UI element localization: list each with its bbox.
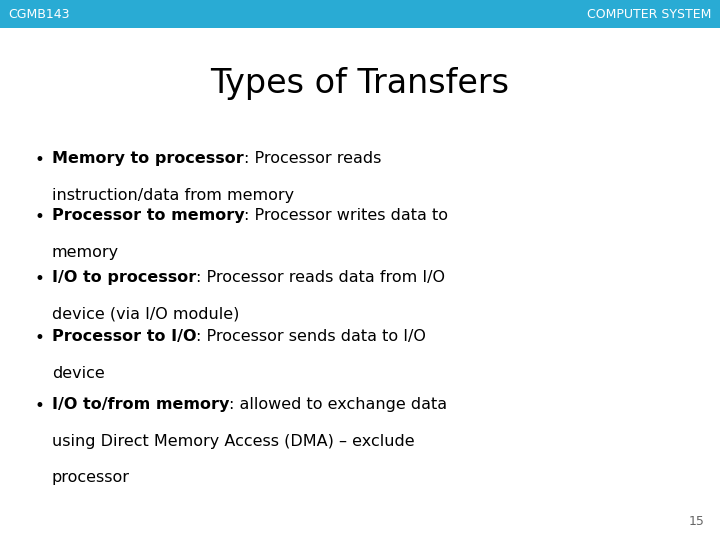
Text: CGMB143: CGMB143 (9, 8, 70, 21)
Text: : allowed to exchange data: : allowed to exchange data (229, 397, 447, 412)
Text: : Processor writes data to: : Processor writes data to (245, 208, 449, 223)
Text: using Direct Memory Access (DMA) – exclude: using Direct Memory Access (DMA) – exclu… (52, 434, 415, 449)
Text: COMPUTER SYSTEM: COMPUTER SYSTEM (587, 8, 711, 21)
Text: Processor to memory: Processor to memory (52, 208, 245, 223)
Text: device (via I/O module): device (via I/O module) (52, 307, 239, 322)
Bar (0, 0, 720, 28)
Text: : Processor reads data from I/O: : Processor reads data from I/O (196, 270, 445, 285)
Text: Processor to I/O: Processor to I/O (52, 329, 197, 345)
Text: •: • (35, 270, 45, 288)
Text: Memory to processor: Memory to processor (52, 151, 243, 166)
Text: 15: 15 (688, 515, 704, 528)
Text: I/O to processor: I/O to processor (52, 270, 196, 285)
Text: memory: memory (52, 245, 119, 260)
Text: instruction/data from memory: instruction/data from memory (52, 188, 294, 203)
Text: processor: processor (52, 470, 130, 485)
Text: I/O to/from memory: I/O to/from memory (52, 397, 229, 412)
Text: •: • (35, 397, 45, 415)
Text: •: • (35, 151, 45, 169)
Text: Types of Transfers: Types of Transfers (210, 67, 510, 100)
Text: •: • (35, 329, 45, 347)
Text: •: • (35, 208, 45, 226)
Text: : Processor reads: : Processor reads (243, 151, 381, 166)
Text: : Processor sends data to I/O: : Processor sends data to I/O (197, 329, 426, 345)
Text: device: device (52, 366, 104, 381)
